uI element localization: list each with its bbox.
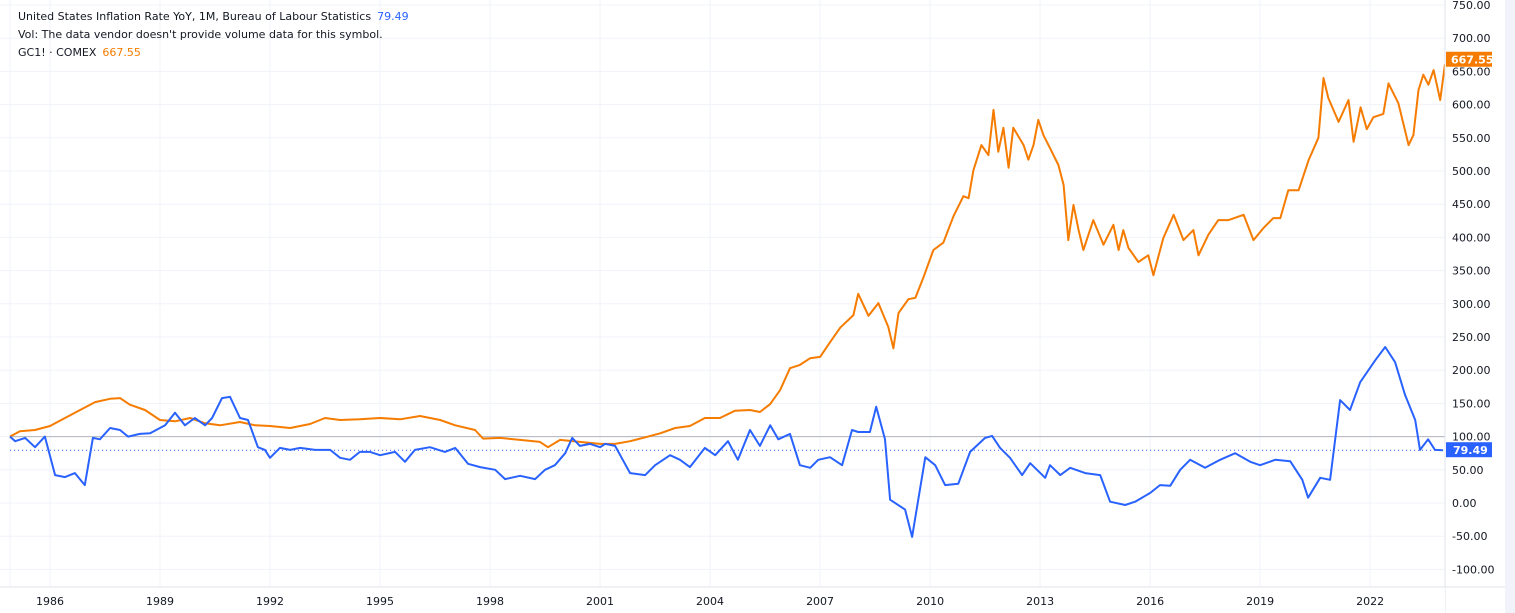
time-axis[interactable] <box>0 587 1445 613</box>
inflation-series-line <box>9 346 1444 538</box>
inflation-value-badge: 79.49 <box>1446 442 1492 458</box>
svg-text:600.00: 600.00 <box>1452 99 1491 112</box>
svg-text:1989: 1989 <box>146 595 174 608</box>
legend-gold-row[interactable]: GC1! · COMEX 667.55 <box>18 44 409 62</box>
svg-text:100.00: 100.00 <box>1452 431 1491 444</box>
svg-text:750.00: 750.00 <box>1452 0 1491 12</box>
gold-badge-value: 667.55 <box>1451 54 1493 67</box>
svg-text:2016: 2016 <box>1136 595 1164 608</box>
right-edge-strip <box>1505 0 1515 613</box>
svg-text:700.00: 700.00 <box>1452 32 1491 45</box>
svg-text:250.00: 250.00 <box>1452 331 1491 344</box>
svg-text:2007: 2007 <box>806 595 834 608</box>
svg-text:400.00: 400.00 <box>1452 231 1491 244</box>
inflation-badge-value: 79.49 <box>1453 444 1488 457</box>
svg-text:300.00: 300.00 <box>1452 298 1491 311</box>
price-axis-ticks: 750.00 700.00 650.00 600.00 550.00 500.00 450.… <box>1452 0 1494 576</box>
legend-volume-note: Vol: The data vendor doesn't provide vol… <box>18 26 409 44</box>
svg-text:200.00: 200.00 <box>1452 364 1491 377</box>
svg-text:1986: 1986 <box>36 595 64 608</box>
svg-text:2001: 2001 <box>586 595 614 608</box>
svg-text:550.00: 550.00 <box>1452 132 1491 145</box>
svg-text:1992: 1992 <box>256 595 284 608</box>
legend-inflation-title: United States Inflation Rate YoY, 1M, Bu… <box>18 10 372 23</box>
svg-text:0.00: 0.00 <box>1452 497 1477 510</box>
legend-gold-title: GC1! · COMEX <box>18 46 97 59</box>
svg-text:2010: 2010 <box>916 595 944 608</box>
price-axis[interactable] <box>1445 0 1505 613</box>
chart-legend: United States Inflation Rate YoY, 1M, Bu… <box>18 8 409 62</box>
time-axis-ticks: 1986 1989 1992 1995 1998 2001 2004 2007 2010 2013… <box>36 595 1384 608</box>
grid-lines <box>0 0 1445 587</box>
svg-text:2019: 2019 <box>1246 595 1274 608</box>
legend-gold-value: 667.55 <box>102 46 141 59</box>
svg-text:450.00: 450.00 <box>1452 198 1491 211</box>
legend-inflation-value: 79.49 <box>377 10 409 23</box>
legend-inflation-row[interactable]: United States Inflation Rate YoY, 1M, Bu… <box>18 8 409 26</box>
svg-text:2013: 2013 <box>1026 595 1054 608</box>
svg-text:150.00: 150.00 <box>1452 397 1491 410</box>
svg-text:1995: 1995 <box>366 595 394 608</box>
gold-price-badge: 667.55 <box>1446 51 1493 67</box>
svg-text:500.00: 500.00 <box>1452 165 1491 178</box>
svg-text:50.00: 50.00 <box>1452 464 1484 477</box>
svg-text:-50.00: -50.00 <box>1452 530 1487 543</box>
svg-text:350.00: 350.00 <box>1452 265 1491 278</box>
svg-text:2004: 2004 <box>696 595 724 608</box>
svg-text:650.00: 650.00 <box>1452 65 1491 78</box>
svg-text:1998: 1998 <box>476 595 504 608</box>
svg-text:2022: 2022 <box>1356 595 1384 608</box>
gold-series-line <box>9 58 1452 449</box>
svg-text:-100.00: -100.00 <box>1452 563 1494 576</box>
volume-note-text: Vol: The data vendor doesn't provide vol… <box>18 28 383 41</box>
